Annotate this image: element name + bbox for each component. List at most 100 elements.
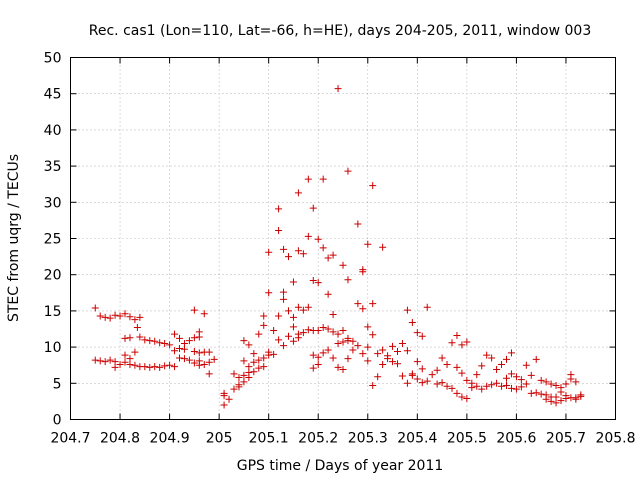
data-point-marker <box>176 354 183 362</box>
data-point-marker <box>131 316 139 324</box>
data-point-marker <box>133 324 141 332</box>
data-point-marker <box>180 355 188 363</box>
data-point-marker <box>428 371 436 379</box>
data-point-marker <box>448 339 456 347</box>
data-point-marker <box>408 318 416 326</box>
data-point-marker <box>483 351 491 359</box>
data-point-marker <box>260 363 268 371</box>
data-point-marker <box>532 355 540 363</box>
data-point-marker <box>364 323 372 331</box>
data-point-marker <box>473 371 481 379</box>
data-point-marker <box>503 355 510 363</box>
data-point-marker <box>190 306 198 314</box>
data-point-marker <box>106 314 114 322</box>
data-point-marker <box>171 363 179 371</box>
data-point-marker <box>463 376 471 384</box>
data-point-marker <box>453 363 461 371</box>
data-point-marker <box>339 326 347 334</box>
data-point-marker <box>542 378 550 386</box>
data-point-marker <box>463 338 471 346</box>
data-point-marker <box>280 342 288 350</box>
data-point-marker <box>423 377 431 385</box>
data-point-marker <box>354 220 362 228</box>
data-point-marker <box>324 290 332 298</box>
data-point-marker <box>136 333 144 341</box>
data-point-marker <box>156 339 164 347</box>
x-tick-label: 205.5 <box>447 431 487 447</box>
x-tick-label: 205.4 <box>397 431 437 447</box>
data-point-marker <box>151 337 159 345</box>
data-point-marker <box>408 370 416 378</box>
data-point-marker <box>329 354 337 362</box>
data-point-marker <box>275 336 283 344</box>
data-point-marker <box>522 361 530 369</box>
data-point-marker <box>289 278 297 286</box>
data-point-marker <box>438 354 446 362</box>
data-point-marker <box>91 356 99 364</box>
data-point-marker <box>220 401 228 409</box>
x-tick-label: 205 <box>206 431 233 447</box>
data-point-marker <box>195 349 203 357</box>
data-point-marker <box>190 347 198 355</box>
data-point-marker <box>458 393 466 401</box>
data-point-marker <box>577 391 585 399</box>
data-point-marker <box>403 347 411 355</box>
data-point-marker <box>403 306 411 314</box>
data-point-marker <box>398 339 406 347</box>
data-point-marker <box>448 384 456 392</box>
data-point-marker <box>200 310 208 318</box>
data-point-marker <box>141 336 149 344</box>
x-tick-label: 204.8 <box>100 431 140 447</box>
data-point-marker <box>329 251 337 259</box>
data-point-marker <box>319 324 327 332</box>
data-point-marker <box>512 373 520 381</box>
data-point-marker <box>176 334 183 342</box>
data-point-marker <box>235 374 243 382</box>
data-point-marker <box>433 366 441 374</box>
data-point-marker <box>126 313 134 321</box>
data-point-marker <box>369 381 377 389</box>
data-point-marker <box>101 313 109 321</box>
data-point-marker <box>161 362 169 370</box>
data-point-marker <box>562 380 570 388</box>
data-point-marker <box>438 379 446 387</box>
data-point-marker <box>334 339 342 347</box>
data-point-marker <box>537 376 545 384</box>
data-point-marker <box>374 373 382 381</box>
x-axis-label: GPS time / Days of year 2011 <box>237 458 444 474</box>
data-point-marker <box>131 361 139 369</box>
data-point-marker <box>255 330 263 338</box>
x-tick-label: 204.9 <box>150 431 190 447</box>
data-point-marker <box>121 334 129 342</box>
data-point-marker <box>289 323 297 331</box>
data-point-marker <box>572 395 580 403</box>
data-point-marker <box>131 348 139 356</box>
data-point-marker <box>369 331 377 339</box>
data-point-marker <box>285 307 292 315</box>
y-tick-label: 20 <box>44 268 62 284</box>
data-point-marker <box>413 329 421 337</box>
data-point-marker <box>418 332 426 340</box>
data-point-marker <box>121 310 129 318</box>
data-point-marker <box>101 358 109 366</box>
data-point-marker <box>334 85 342 93</box>
data-point-marker <box>329 328 337 336</box>
data-point-marker <box>339 261 347 269</box>
data-point-marker <box>453 332 461 340</box>
data-point-marker <box>493 366 501 374</box>
data-point-marker <box>473 382 481 390</box>
data-point-marker <box>245 363 253 371</box>
data-point-marker <box>354 342 362 350</box>
data-point-marker <box>230 370 238 378</box>
data-point-marker <box>195 357 203 365</box>
x-tick-label: 205.8 <box>595 431 635 447</box>
chart-title: Rec. cas1 (Lon=110, Lat=-66, h=HE), days… <box>89 23 591 39</box>
data-point-marker <box>547 397 555 405</box>
data-point-marker <box>498 382 506 390</box>
data-point-marker <box>260 321 268 329</box>
x-tick-label: 205.7 <box>546 431 586 447</box>
grid-lines <box>70 57 616 420</box>
data-point-marker <box>369 300 377 308</box>
data-point-marker <box>324 346 332 354</box>
data-point-marker <box>503 374 510 382</box>
